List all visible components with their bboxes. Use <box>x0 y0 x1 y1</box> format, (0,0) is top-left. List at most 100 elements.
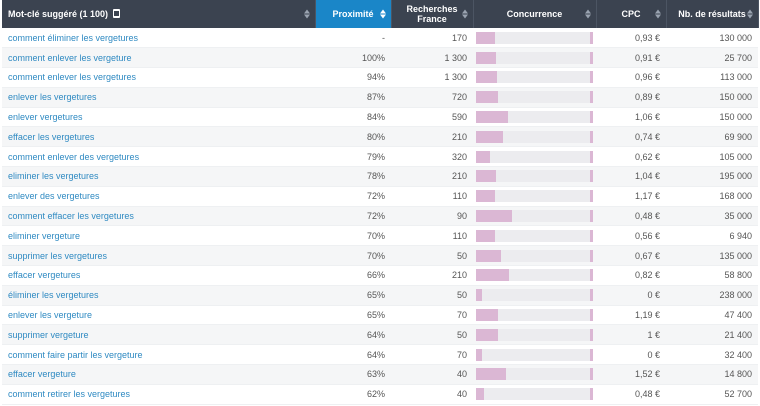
keyword-header-label: Mot-clé suggéré (1 100) <box>8 9 109 19</box>
proximity-cell: 64% <box>315 324 391 346</box>
column-header-results[interactable]: Nb. de résultats <box>666 0 759 28</box>
keyword-link[interactable]: effacer vergetures <box>2 265 315 286</box>
keyword-link[interactable]: effacer les vergetures <box>2 126 315 148</box>
table-row[interactable]: supprimer les vergetures 70% 50 0,67 €135 0… <box>2 245 758 267</box>
keyword-link[interactable]: enlever vergetures <box>2 107 315 128</box>
proximity-cell: 70% <box>315 225 391 247</box>
keyword-link[interactable]: supprimer vergeture <box>2 324 315 346</box>
column-header-proximity[interactable]: Proximité <box>315 0 392 28</box>
table-row[interactable]: enlever les vergeture 65% 70 1,19 €47 400 <box>2 305 758 326</box>
keyword-link[interactable]: enlever des vergetures <box>2 186 315 207</box>
table-row[interactable]: effacer vergeture 63% 40 1,52 €14 800 <box>2 364 758 385</box>
keyword-link[interactable]: eliminer les vergetures <box>2 166 315 187</box>
competition-bar-fill <box>476 249 501 262</box>
cpc-header-label: CPC <box>621 9 641 19</box>
document-icon[interactable] <box>113 9 121 18</box>
competition-cell <box>473 87 596 108</box>
keyword-link[interactable]: comment enlever les vergeture <box>2 47 315 69</box>
table-row[interactable]: comment effacer les vergetures 72% 90 0,48 … <box>2 206 758 227</box>
competition-bar-endcap <box>590 71 593 84</box>
keyword-link[interactable]: effacer vergeture <box>2 364 315 385</box>
cpc-cell: 0,67 € <box>596 245 666 267</box>
competition-bar-fill <box>476 111 508 124</box>
proximity-cell: 70% <box>315 245 391 267</box>
table-row[interactable]: eliminer vergeture 70% 110 0,56 €6 940 <box>2 225 758 247</box>
keyword-link[interactable]: comment effacer les vergetures <box>2 206 315 227</box>
proximity-header-label: Proximité <box>332 9 374 19</box>
keyword-link[interactable]: comment enlever les vergetures <box>2 67 315 88</box>
sort-arrows-icon[interactable] <box>654 9 661 19</box>
searches-header-line2: France <box>417 14 447 24</box>
column-header-keyword[interactable]: Mot-clé suggéré (1 100) <box>2 0 316 28</box>
keyword-link[interactable]: éliminer les vergetures <box>2 285 315 306</box>
competition-bar <box>476 150 593 163</box>
sort-arrows-icon[interactable] <box>303 9 310 19</box>
competition-bar-fill <box>476 229 495 242</box>
keyword-link[interactable]: comment enlever des vergetures <box>2 146 315 168</box>
table-row[interactable]: comment enlever des vergetures 79% 320 0,62… <box>2 146 758 168</box>
sort-arrows-icon[interactable] <box>379 9 386 19</box>
proximity-cell: 63% <box>315 364 391 385</box>
competition-bar <box>476 229 593 242</box>
table-row[interactable]: comment enlever les vergeture 100% 1 300 0,… <box>2 47 758 69</box>
cpc-cell: 1,17 € <box>596 186 666 207</box>
table-row[interactable]: éliminer les vergetures 65% 50 0 €238 000 <box>2 285 758 306</box>
sort-arrows-icon[interactable] <box>461 9 468 19</box>
searches-header-line1: Recherches <box>406 4 458 14</box>
searches-cell: 210 <box>391 265 473 286</box>
table-row[interactable]: effacer les vergetures 80% 210 0,74 €69 900 <box>2 126 758 148</box>
cpc-cell: 0 € <box>596 285 666 306</box>
searches-cell: 210 <box>391 166 473 187</box>
competition-cell <box>473 305 596 326</box>
searches-cell: 110 <box>391 225 473 247</box>
table-row[interactable]: enlever les vergetures 87% 720 0,89 €150 00… <box>2 87 758 108</box>
competition-bar-fill <box>476 51 496 64</box>
competition-bar <box>476 130 593 143</box>
table-row[interactable]: comment retirer les vergetures 62% 40 0,48 … <box>2 384 758 405</box>
table-row[interactable]: comment faire partir les vergeture 64% 70 0… <box>2 344 758 366</box>
table-row[interactable]: enlever des vergetures 72% 110 1,17 €168 00… <box>2 186 758 207</box>
table-row[interactable]: effacer vergetures 66% 210 0,82 €58 800 <box>2 265 758 286</box>
competition-bar <box>476 190 593 203</box>
competition-bar <box>476 71 593 84</box>
sort-arrows-icon[interactable] <box>584 9 591 19</box>
competition-cell <box>473 28 596 49</box>
results-cell: 25 700 <box>666 47 758 69</box>
proximity-cell: 64% <box>315 344 391 366</box>
proximity-cell: 100% <box>315 47 391 69</box>
results-cell: 150 000 <box>666 87 758 108</box>
competition-cell <box>473 364 596 385</box>
table-row[interactable]: enlever vergetures 84% 590 1,06 €150 000 <box>2 107 758 128</box>
cpc-cell: 0,89 € <box>596 87 666 108</box>
keyword-link[interactable]: comment retirer les vergetures <box>2 384 315 405</box>
table-row[interactable]: comment enlever les vergetures 94% 1 300 0,… <box>2 67 758 88</box>
competition-cell <box>473 324 596 346</box>
keyword-link[interactable]: comment faire partir les vergeture <box>2 344 315 366</box>
searches-cell: 50 <box>391 245 473 267</box>
competition-bar-endcap <box>590 190 593 203</box>
cpc-cell: 0 € <box>596 344 666 366</box>
table-row[interactable]: comment éliminer les vergetures -170 0,93 … <box>2 28 758 49</box>
keyword-link[interactable]: enlever les vergeture <box>2 305 315 326</box>
cpc-cell: 1,52 € <box>596 364 666 385</box>
column-header-searches[interactable]: Recherches France <box>391 0 474 28</box>
sort-arrows-icon[interactable] <box>746 9 753 19</box>
competition-bar <box>476 368 593 381</box>
column-header-competition[interactable]: Concurrence <box>473 0 597 28</box>
proximity-cell: 66% <box>315 265 391 286</box>
searches-cell: 320 <box>391 146 473 168</box>
keyword-link[interactable]: enlever les vergetures <box>2 87 315 108</box>
competition-bar-endcap <box>590 210 593 223</box>
keyword-link[interactable]: eliminer vergeture <box>2 225 315 247</box>
competition-bar <box>476 210 593 223</box>
keyword-link[interactable]: supprimer les vergetures <box>2 245 315 267</box>
table-row[interactable]: eliminer les vergetures 78% 210 1,04 €195 0… <box>2 166 758 187</box>
proximity-cell: - <box>315 28 391 49</box>
proximity-cell: 62% <box>315 384 391 405</box>
column-header-cpc[interactable]: CPC <box>596 0 667 28</box>
table-row[interactable]: supprimer vergeture 64% 50 1 €21 400 <box>2 324 758 346</box>
competition-bar-fill <box>476 309 499 322</box>
competition-bar-endcap <box>590 111 593 124</box>
competition-bar-endcap <box>590 249 593 262</box>
keyword-link[interactable]: comment éliminer les vergetures <box>2 28 315 49</box>
